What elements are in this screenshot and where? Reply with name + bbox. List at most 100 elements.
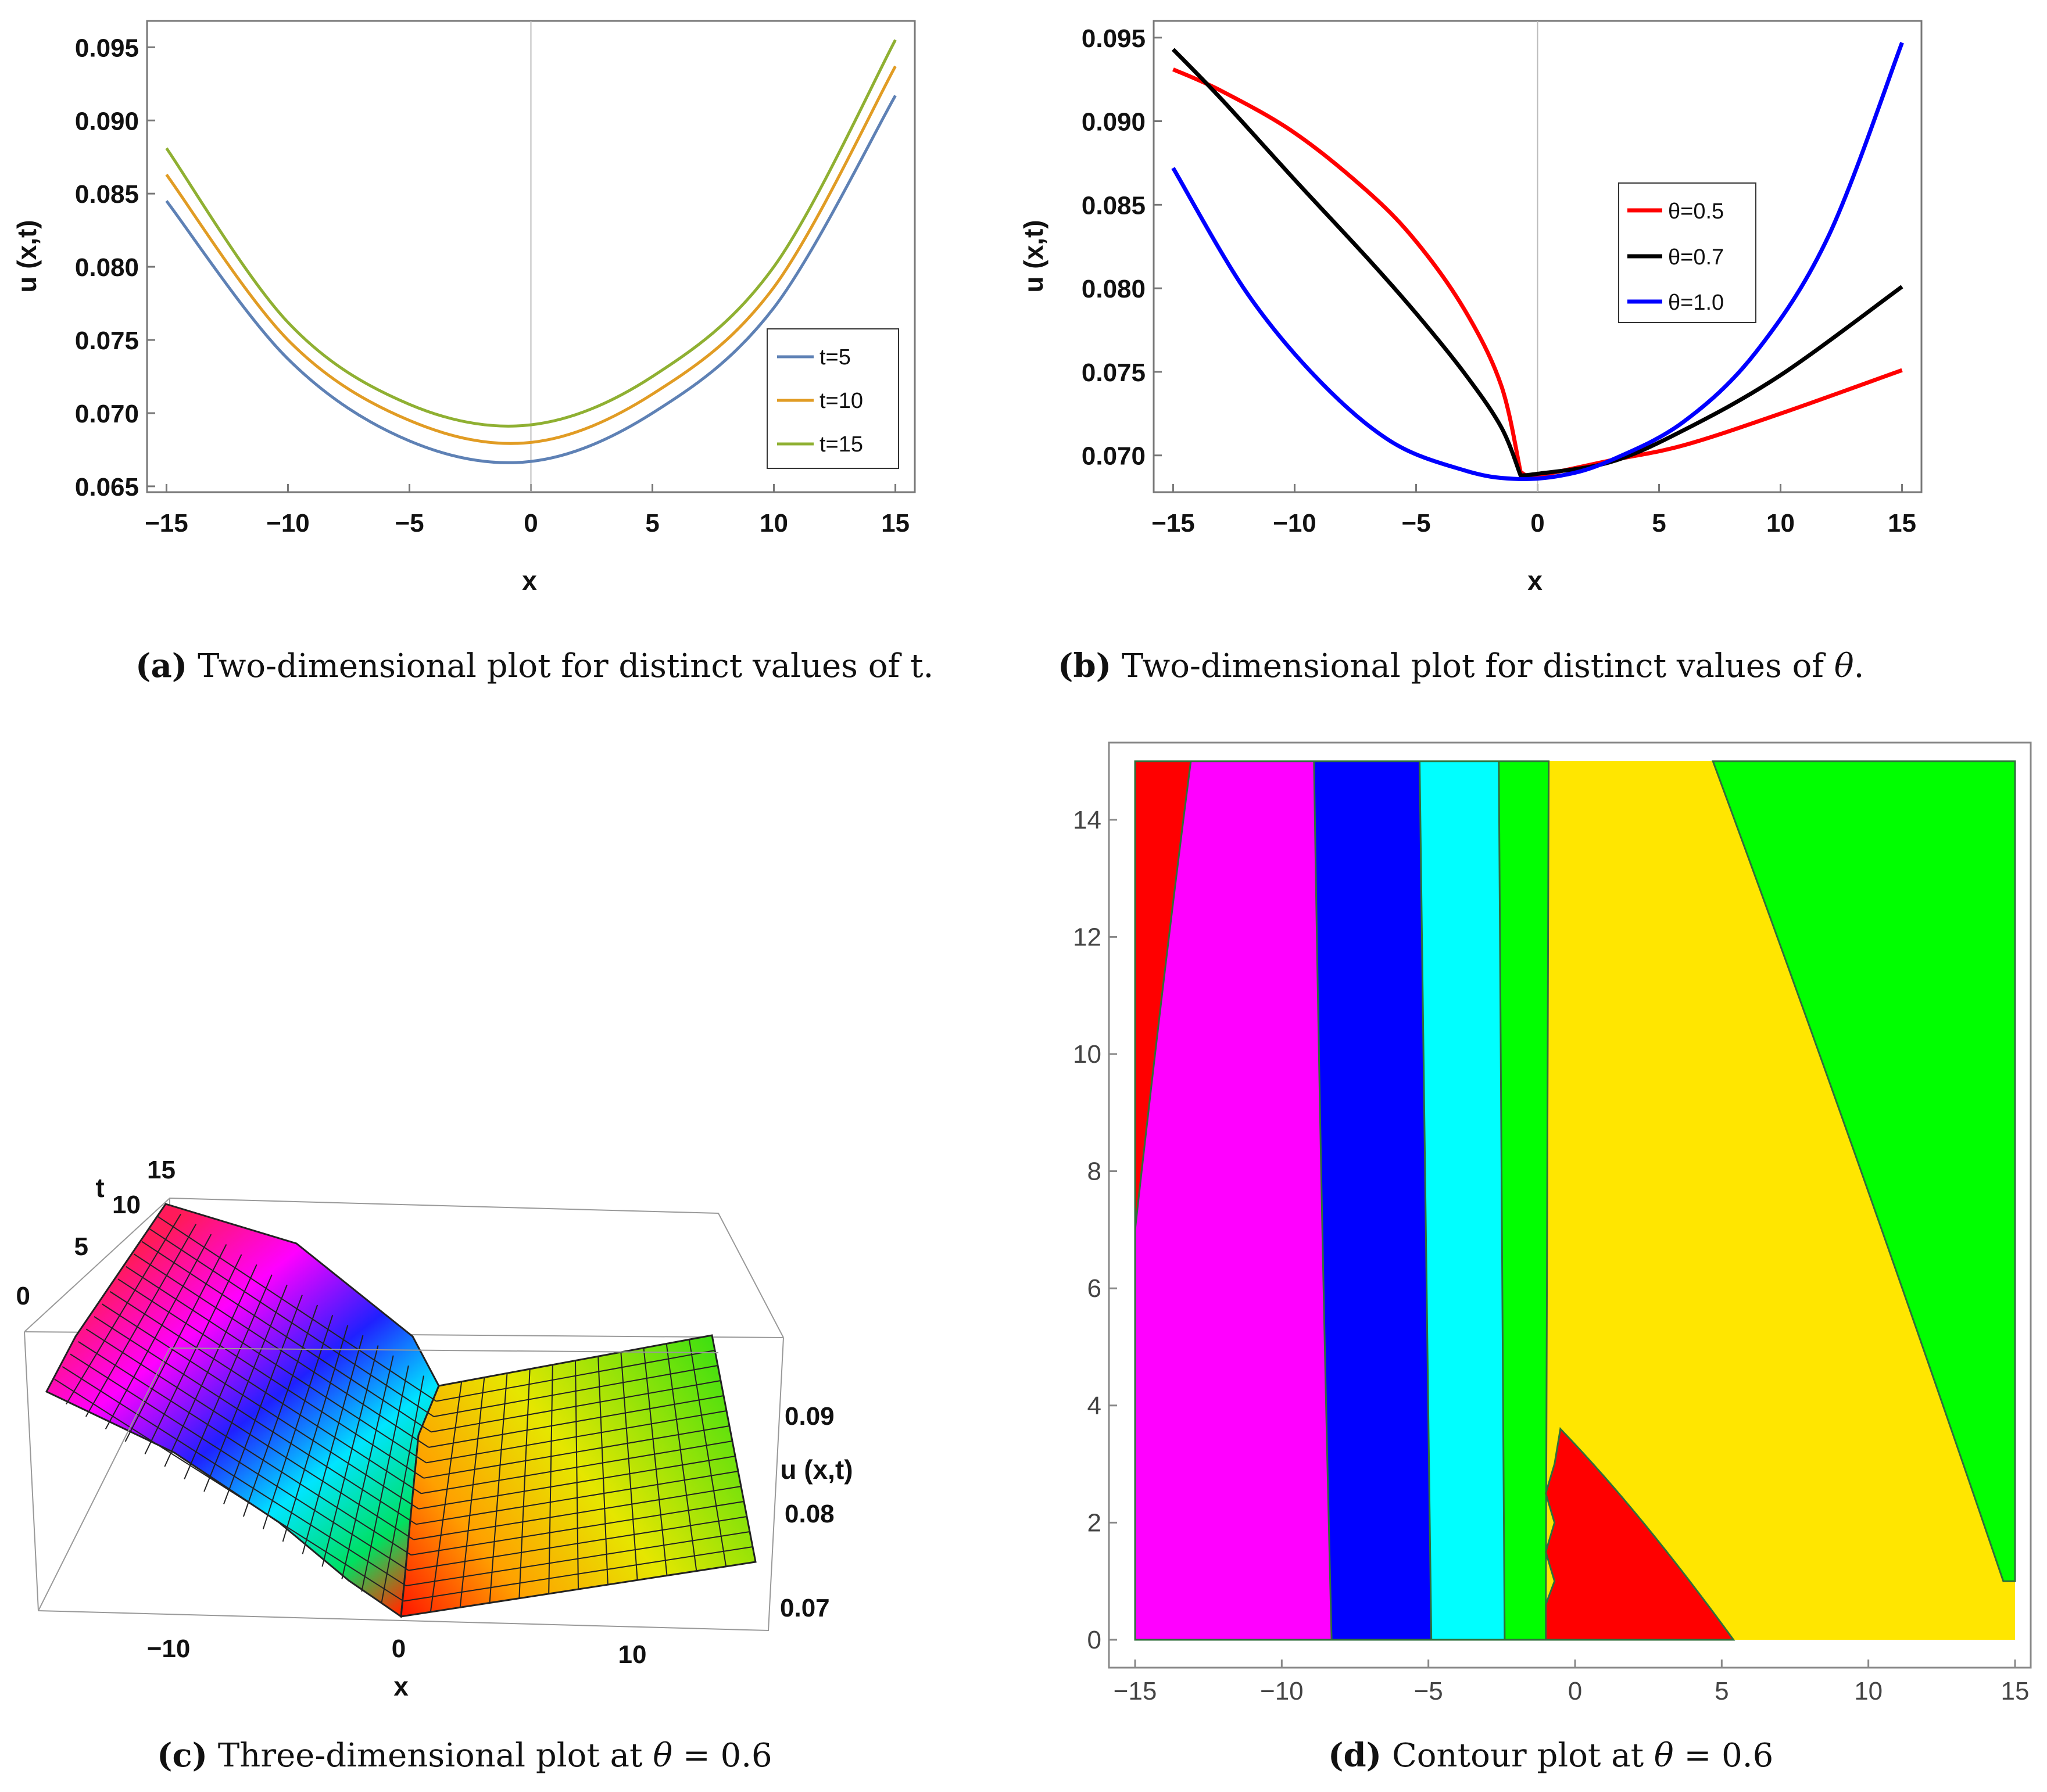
a-ytick-label: 0.085 [75,180,139,209]
caption-c: (c) Three-dimensional plot at θ = 0.6 [157,1736,772,1775]
a-ytick-label: 0.095 [75,34,139,62]
panel-d-xtick-label: −5 [1414,1677,1443,1705]
panel-c-bounding-box-front [24,1331,784,1632]
b-xtick-label: −5 [1401,509,1430,537]
a-xtick-label: 5 [645,509,659,537]
panel-b-line-chart: −15 −10 −5 0 5 10 15 0.070 0.075 0.080 0.085 0.090 0… [1018,20,1923,596]
b-xtick-label: 10 [1766,509,1795,537]
mesh-line-right-t [434,1365,718,1417]
mesh-line-left-t [54,1378,404,1602]
mesh-line-right-x [489,1373,508,1603]
a-ytick-label: 0.080 [75,253,139,282]
panel-a-legend: t=5 t=10 t=15 [767,328,899,469]
contour-region-green-right [1712,760,2016,1582]
legend-label-t5: t=5 [819,345,851,370]
panel-c-xlabel: x [393,1671,409,1701]
a-xtick-label: −10 [266,509,310,537]
b-series-line-1 [1171,48,1903,478]
panel-d-ticks: −15 −10 −5 0 5 10 15 0 2 4 6 8 10 12 14 [1073,806,2029,1705]
panel-d-ytick-label: 14 [1073,806,1101,834]
mesh-line-left-x [66,1213,181,1405]
panel-c-ttick-5: 5 [74,1232,88,1261]
panel-d-ytick-label: 0 [1087,1626,1101,1654]
panel-d-ytick-label: 6 [1087,1274,1101,1303]
b-ytick-label: 0.095 [1082,24,1146,53]
mesh-line-left-t [85,1328,414,1540]
mesh-line-left-t [117,1278,424,1479]
panel-d-ytick-label: 8 [1087,1157,1101,1186]
mesh-line-right-t [406,1531,750,1587]
legend-label-theta-10: θ=1.0 [1668,291,1724,315]
panel-a-ylabel: u (x,t) [12,220,42,292]
panel-d-ytick-label: 4 [1087,1392,1101,1420]
panel-d-ytick-label: 10 [1073,1040,1101,1069]
mesh-line-left-x [341,1355,394,1579]
mesh-line-left-x [302,1335,364,1554]
panel-b-ylabel: u (x,t) [1018,220,1048,292]
legend-label-theta-05: θ=0.5 [1668,199,1724,224]
panel-c-ttick-10: 10 [112,1191,141,1219]
contour-region-red-left [1134,760,1192,1230]
mesh-line-left-t [109,1291,422,1494]
panel-d-contour-plot: −15 −10 −5 0 5 10 15 0 2 4 6 8 10 12 14 [1073,741,2032,1705]
panel-a-series [165,21,897,492]
mesh-line-right-x [643,1347,668,1576]
mesh-line-right-t [426,1410,727,1464]
mesh-line-right-t [411,1501,745,1556]
mesh-line-left-t [94,1316,417,1525]
panel-c-ztick-008: 0.08 [785,1500,835,1528]
mesh-line-right-x [688,1339,727,1567]
panel-b-xlabel: x [1527,565,1543,596]
b-ytick-label: 0.080 [1082,275,1146,303]
mesh-line-left-x [85,1224,197,1417]
mesh-line-right-t [423,1425,730,1479]
mesh-line-left-x [223,1295,303,1504]
b-xtick-label: −15 [1151,509,1195,537]
mesh-line-right-t [428,1395,724,1448]
mesh-line-left-x [105,1234,212,1429]
panel-a-line-chart: −15 −10 −5 0 5 10 15 0.065 0.070 0.075 0.080 0.085 0… [12,20,916,596]
b-series-line-2 [1171,42,1904,481]
panel-a-xlabel: x [522,565,537,596]
panel-c-mesh-lines [54,1213,753,1612]
mesh-line-left-x [361,1365,409,1592]
b-ytick-label: 0.070 [1082,442,1146,471]
b-xtick-label: −10 [1273,509,1316,537]
a-series-line-2 [165,39,897,428]
a-xtick-label: −15 [145,509,188,537]
panel-d-xtick-label: 0 [1568,1677,1582,1705]
a-ytick-label: 0.070 [75,400,139,428]
b-ytick-label: 0.090 [1082,108,1146,137]
panel-b-ticks: −15 −10 −5 0 5 10 15 0.070 0.075 0.080 0.085 0.090 0… [1082,24,1916,537]
panel-d-xtick-label: 5 [1715,1677,1729,1705]
panel-b-series [1171,21,1904,492]
b-xtick-label: 15 [1888,509,1916,537]
mesh-line-left-x [381,1375,424,1604]
panel-d-xtick-label: −15 [1114,1677,1157,1705]
mesh-line-left-t [78,1341,411,1556]
a-series-line-1 [165,65,897,445]
panel-c-surface-left [45,1203,440,1618]
caption-b: (b) Two-dimensional plot for distinct va… [1058,647,1864,685]
b-series-line-0 [1172,67,1903,478]
mesh-line-right-t [421,1440,733,1494]
mesh-line-right-t [431,1380,721,1433]
b-ytick-label: 0.075 [1082,359,1146,387]
panel-d-xtick-label: 15 [2001,1677,2030,1705]
caption-d: (d) Contour plot at θ = 0.6 [1328,1736,1773,1775]
a-xtick-label: 0 [524,509,538,537]
b-xtick-label: 5 [1652,509,1666,537]
panel-a-ticks: −15 −10 −5 0 5 10 15 0.065 0.070 0.075 0.080 0.085 0… [75,34,910,537]
legend-label-t15: t=15 [819,432,863,457]
mesh-line-left-t [133,1253,430,1448]
mesh-line-left-x [242,1304,318,1517]
panel-b-legend: θ=0.5 θ=0.7 θ=1.0 [1618,182,1756,323]
mesh-line-right-x [548,1364,553,1594]
mesh-line-right-x [575,1360,579,1590]
mesh-line-right-x [620,1352,638,1580]
mesh-line-right-t [418,1456,736,1510]
a-series-line-0 [165,95,897,464]
a-xtick-label: 15 [881,509,910,537]
mesh-line-right-t [408,1516,747,1571]
